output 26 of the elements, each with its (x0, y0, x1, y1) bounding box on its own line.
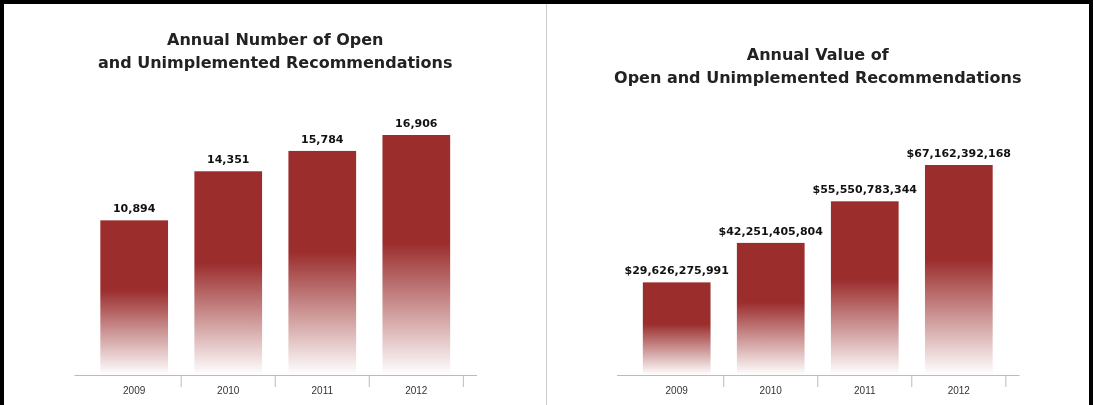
x-tick-label: 2012 (947, 385, 971, 396)
bar (924, 165, 993, 375)
data-label: 14,351 (207, 153, 250, 167)
chart-title: Annual Value of Open and Unimplemented Recommendations (614, 45, 1022, 88)
data-label: $29,626,275,991 (624, 264, 729, 278)
x-tick-label: 2011 (311, 385, 334, 396)
bar (830, 201, 899, 375)
x-tick-label: 2011 (854, 385, 876, 396)
data-label: 16,906 (395, 117, 438, 130)
data-label: 10,894 (112, 202, 156, 216)
data-label: $42,251,405,804 (718, 224, 824, 238)
x-tick-label: 2009 (123, 385, 146, 396)
bar (642, 282, 711, 375)
chart-title: Annual Number of Open and Unimplemented Recommendations (98, 30, 453, 73)
x-tick-label: 2010 (217, 385, 240, 396)
bar (382, 135, 451, 375)
bar (194, 171, 263, 375)
x-tick-label: 2009 (665, 385, 689, 396)
x-tick-label: 2012 (405, 385, 428, 396)
data-label: $55,550,783,344 (812, 183, 918, 197)
bar (100, 220, 169, 375)
data-label: 15,784 (301, 132, 344, 146)
bar (736, 242, 805, 375)
x-tick-label: 2010 (759, 385, 783, 396)
data-label: $67,162,392,168 (906, 147, 1012, 160)
bar (288, 150, 357, 375)
